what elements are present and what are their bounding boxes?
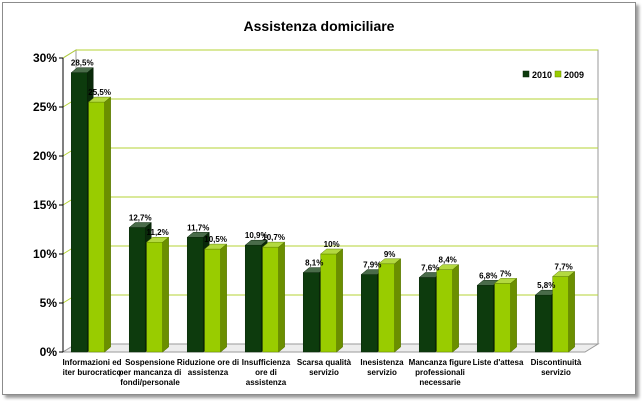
gridline-side (62, 49, 77, 59)
bar-2009-2 (203, 243, 228, 353)
bar-front (436, 269, 453, 353)
data-label-2010-1: 12,7% (129, 214, 152, 223)
bar-front (494, 283, 511, 353)
bar-2009-4 (319, 248, 344, 353)
category-label-5: Inesistenza servizio (360, 358, 404, 377)
data-label-2010-7: 6,8% (479, 271, 497, 280)
category-label-3: Insufficienza ore di assistenza (242, 358, 291, 387)
bar-2009-6 (435, 264, 460, 353)
bar-front (204, 248, 221, 353)
data-label-2009-7: 7% (500, 269, 512, 278)
data-label-2010-4: 8,1% (305, 259, 323, 268)
legend-swatch (554, 70, 562, 78)
bar-side (394, 258, 401, 353)
y-tick-label: 25% (33, 100, 57, 114)
legend-label: 2009 (564, 70, 584, 80)
legend-item-2010: 2010 (522, 70, 552, 80)
y-tick-label: 5% (40, 296, 58, 310)
y-tick-label: 15% (33, 198, 57, 212)
data-label-2009-4: 10% (324, 240, 340, 249)
bar-side (278, 241, 285, 353)
bar-side (220, 243, 227, 353)
category-label-2: Riduzione ore di assistenza (177, 358, 239, 377)
data-label-2009-6: 8,4% (439, 256, 457, 265)
bar-side (162, 236, 169, 353)
bar-2009-1 (145, 236, 170, 353)
bar-front (146, 241, 163, 353)
bar-front (418, 277, 436, 353)
bar-front (128, 227, 146, 353)
bar-2009-5 (377, 258, 402, 353)
bar-side (510, 277, 517, 353)
category-label-1: Sospensione per mancanza di fondi/personal… (119, 358, 182, 387)
bar-front (476, 285, 494, 353)
legend-swatch (522, 70, 530, 78)
bar-front (70, 72, 88, 353)
data-label-2009-8: 7,7% (555, 263, 573, 272)
category-label-0: Informazioni ed iter burocratico (62, 358, 121, 377)
bar-front (262, 246, 279, 353)
bar-side (568, 271, 575, 353)
data-label-2010-5: 7,9% (363, 261, 381, 270)
bar-2009-0 (87, 96, 112, 353)
data-label-2010-0: 28,5% (71, 59, 94, 68)
bar-front (244, 244, 262, 353)
data-labels: 28,5% 25,5% 12,7% 11,2% 11,7% 10,5% 10,9%10,7%… (71, 59, 573, 290)
y-tick-label: 0% (40, 345, 58, 359)
bar-2009-3 (261, 241, 286, 353)
legend-item-2009: 2009 (554, 70, 584, 80)
bar-front (302, 272, 320, 353)
y-tick-label: 20% (33, 149, 57, 163)
category-label-6: Mancanza figure professionali necessarie (409, 358, 472, 387)
bar-side (104, 96, 111, 353)
bar-chart: Assistenza domiciliare 0% 5% 10% 15% 20% 25% 3… (33, 18, 600, 387)
chart-frame: Assistenza domiciliare 0% 5% 10% 15% 20% 25% 3… (2, 2, 636, 395)
bar-front (378, 263, 395, 353)
y-tick-label: 10% (33, 247, 57, 261)
bar-front (186, 237, 204, 353)
y-axis-ticks: 0% 5% 10% 15% 20% 25% 30% (33, 51, 64, 359)
y-tick-label: 30% (33, 51, 57, 65)
data-label-2009-2: 10,5% (204, 235, 227, 244)
category-label-4: Scarsa qualità servizio (297, 358, 352, 377)
chart-title: Assistenza domiciliare (244, 18, 395, 34)
bar-front (360, 274, 378, 353)
bar-side (336, 248, 343, 353)
bar-side (452, 264, 459, 353)
bar-2010-6 (418, 271, 442, 353)
data-label-2010-6: 7,6% (421, 264, 439, 273)
data-label-2009-1: 11,2% (147, 228, 169, 237)
bars (70, 67, 576, 353)
data-label-2010-2: 11,7% (187, 223, 209, 232)
bar-front (534, 294, 552, 353)
data-label-2009-0: 25,5% (88, 88, 111, 97)
category-label-8: Discontinuità servizio (531, 358, 582, 377)
category-label-7: Liste d'attesa (473, 358, 524, 367)
data-label-2009-5: 9% (384, 250, 396, 259)
data-label-2010-8: 5,8% (537, 281, 555, 290)
data-label-2009-3: 10,7% (262, 233, 285, 242)
legend-label: 2010 (532, 70, 552, 80)
bar-2009-7 (493, 277, 518, 353)
bar-front (88, 101, 105, 353)
bar-front (320, 253, 337, 353)
data-label-2010-3: 10,9% (245, 231, 268, 240)
legend: 2010 2009 (522, 70, 584, 80)
x-axis-labels: Informazioni ed iter burocraticoSospensio… (62, 358, 581, 387)
bar-2009-8 (551, 271, 576, 353)
